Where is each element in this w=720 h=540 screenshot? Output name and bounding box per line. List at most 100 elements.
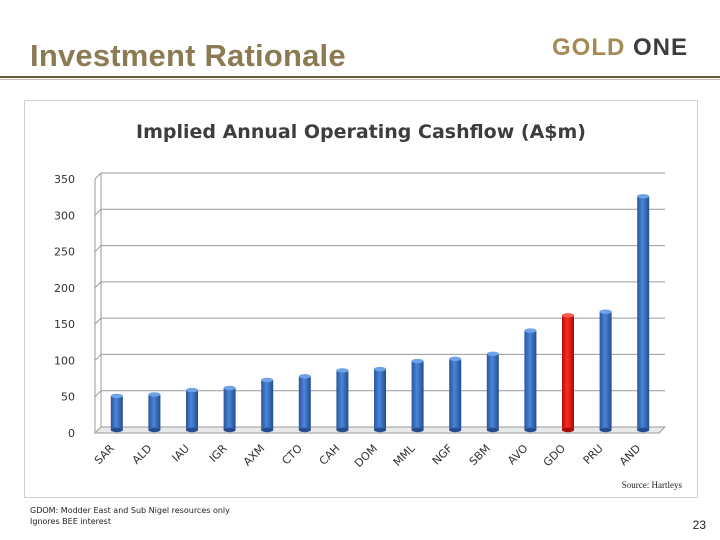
bar-base [562,427,574,433]
bar-top [148,392,161,397]
bar-top [449,356,462,362]
bar-base [374,427,386,433]
chart-frame: Implied Annual Operating Cashflow (A$m) … [24,100,698,498]
bar-sbm [486,351,499,433]
x-tick-label-ngf: NGF [430,442,456,468]
bar-base [261,427,274,433]
x-tick-label-pru: PRU [581,442,606,467]
gridline-depth [94,245,102,252]
bar-base [637,427,650,433]
bar-ngf [449,356,462,433]
x-tick-label-sbm: SBM [467,442,493,468]
bar-base [411,427,424,433]
bar-ald [148,392,161,433]
bar-body [261,379,274,430]
y-tick-label: 350 [54,173,75,186]
bar-top [298,374,311,379]
y-tick-label: 200 [54,282,75,295]
bar-body [110,395,123,430]
y-tick-label: 0 [68,427,75,440]
bar-sar [110,393,123,433]
x-tick-label-mml: MML [391,441,419,469]
y-tick-label: 300 [54,209,75,222]
bar-body [599,311,612,430]
x-tick-label-ald: ALD [130,442,155,467]
bar-gdo [562,313,574,433]
bar-base [186,427,198,433]
bar-base [148,427,161,433]
bar-iau [186,387,198,433]
bar-cto [298,374,311,433]
bar-body [637,196,650,430]
source-note: Source: Hartleys [621,480,682,490]
gridline-depth [94,281,102,289]
bar-body [336,370,349,430]
x-tick-label-dom: DOM [352,442,380,470]
footnote: GDOM: Modder East and Sub Nigel resource… [30,505,230,527]
bar-body [374,369,386,430]
bar-igr [223,385,236,433]
bar-base [524,427,537,433]
bar-base [449,427,462,433]
x-tick-label-igr: IGR [207,442,230,465]
cashflow-bar-chart: Implied Annual Operating Cashflow (A$m) … [54,121,667,470]
slide-title: Investment Rationale [30,38,346,73]
bar-and [637,194,650,433]
bar-base [110,427,123,433]
gridline-depth [94,390,102,398]
x-tick-label-iau: IAU [170,442,193,465]
bar-top [411,358,424,364]
bar-body [223,387,236,430]
x-tick-label-gdo: GDO [541,442,569,470]
x-tick-label-cto: CTO [279,442,305,468]
logo-gold-text: GOLD [552,34,626,61]
x-tick-label-and: AND [617,442,643,468]
bar-body [562,315,574,430]
gridline-depth [94,172,102,180]
bar-top [336,368,349,373]
footnote-line-2: Ignores BEE interest [30,517,111,526]
bar-body [486,353,499,430]
bar-mml [411,358,424,433]
bar-top [524,328,537,333]
bar-base [336,427,349,433]
chart-title: Implied Annual Operating Cashflow (A$m) [136,121,586,143]
gridline-depth [94,208,102,216]
page-number: 23 [692,518,706,532]
y-tick-label: 50 [61,391,75,404]
footnote-line-1: GDOM: Modder East and Sub Nigel resource… [30,506,230,515]
x-tick-label-avo: AVO [505,442,531,468]
bar-base [298,427,311,433]
x-tick-label-sar: SAR [92,442,117,467]
bar-top [261,377,274,383]
x-tick-label-cah: CAH [317,442,343,468]
y-tick-label: 250 [54,246,75,259]
bar-top [186,387,198,393]
bar-body [411,361,424,430]
bar-top [599,309,612,314]
bar-top [223,385,236,391]
bar-dom [374,366,386,433]
bar-cah [336,368,349,433]
bar-base [599,427,612,433]
bar-top [562,313,574,318]
bar-body [148,394,161,430]
bar-top [486,351,499,356]
header-divider [0,76,720,78]
y-tick-label: 150 [54,318,75,331]
x-tick-label-axm: AXM [241,442,268,469]
bar-body [524,330,537,430]
bar-top [374,366,386,372]
bar-body [449,358,462,430]
y-tick-label: 100 [54,354,75,367]
gridline-depth [94,354,102,361]
bar-body [298,376,311,430]
bar-base [486,427,499,433]
bar-avo [524,328,537,433]
header-divider-thin [0,79,720,80]
bar-top [637,194,650,199]
logo-one-text: ONE [633,34,689,61]
gridline-depth [94,317,102,325]
bar-body [186,390,198,430]
bar-axm [261,377,274,433]
